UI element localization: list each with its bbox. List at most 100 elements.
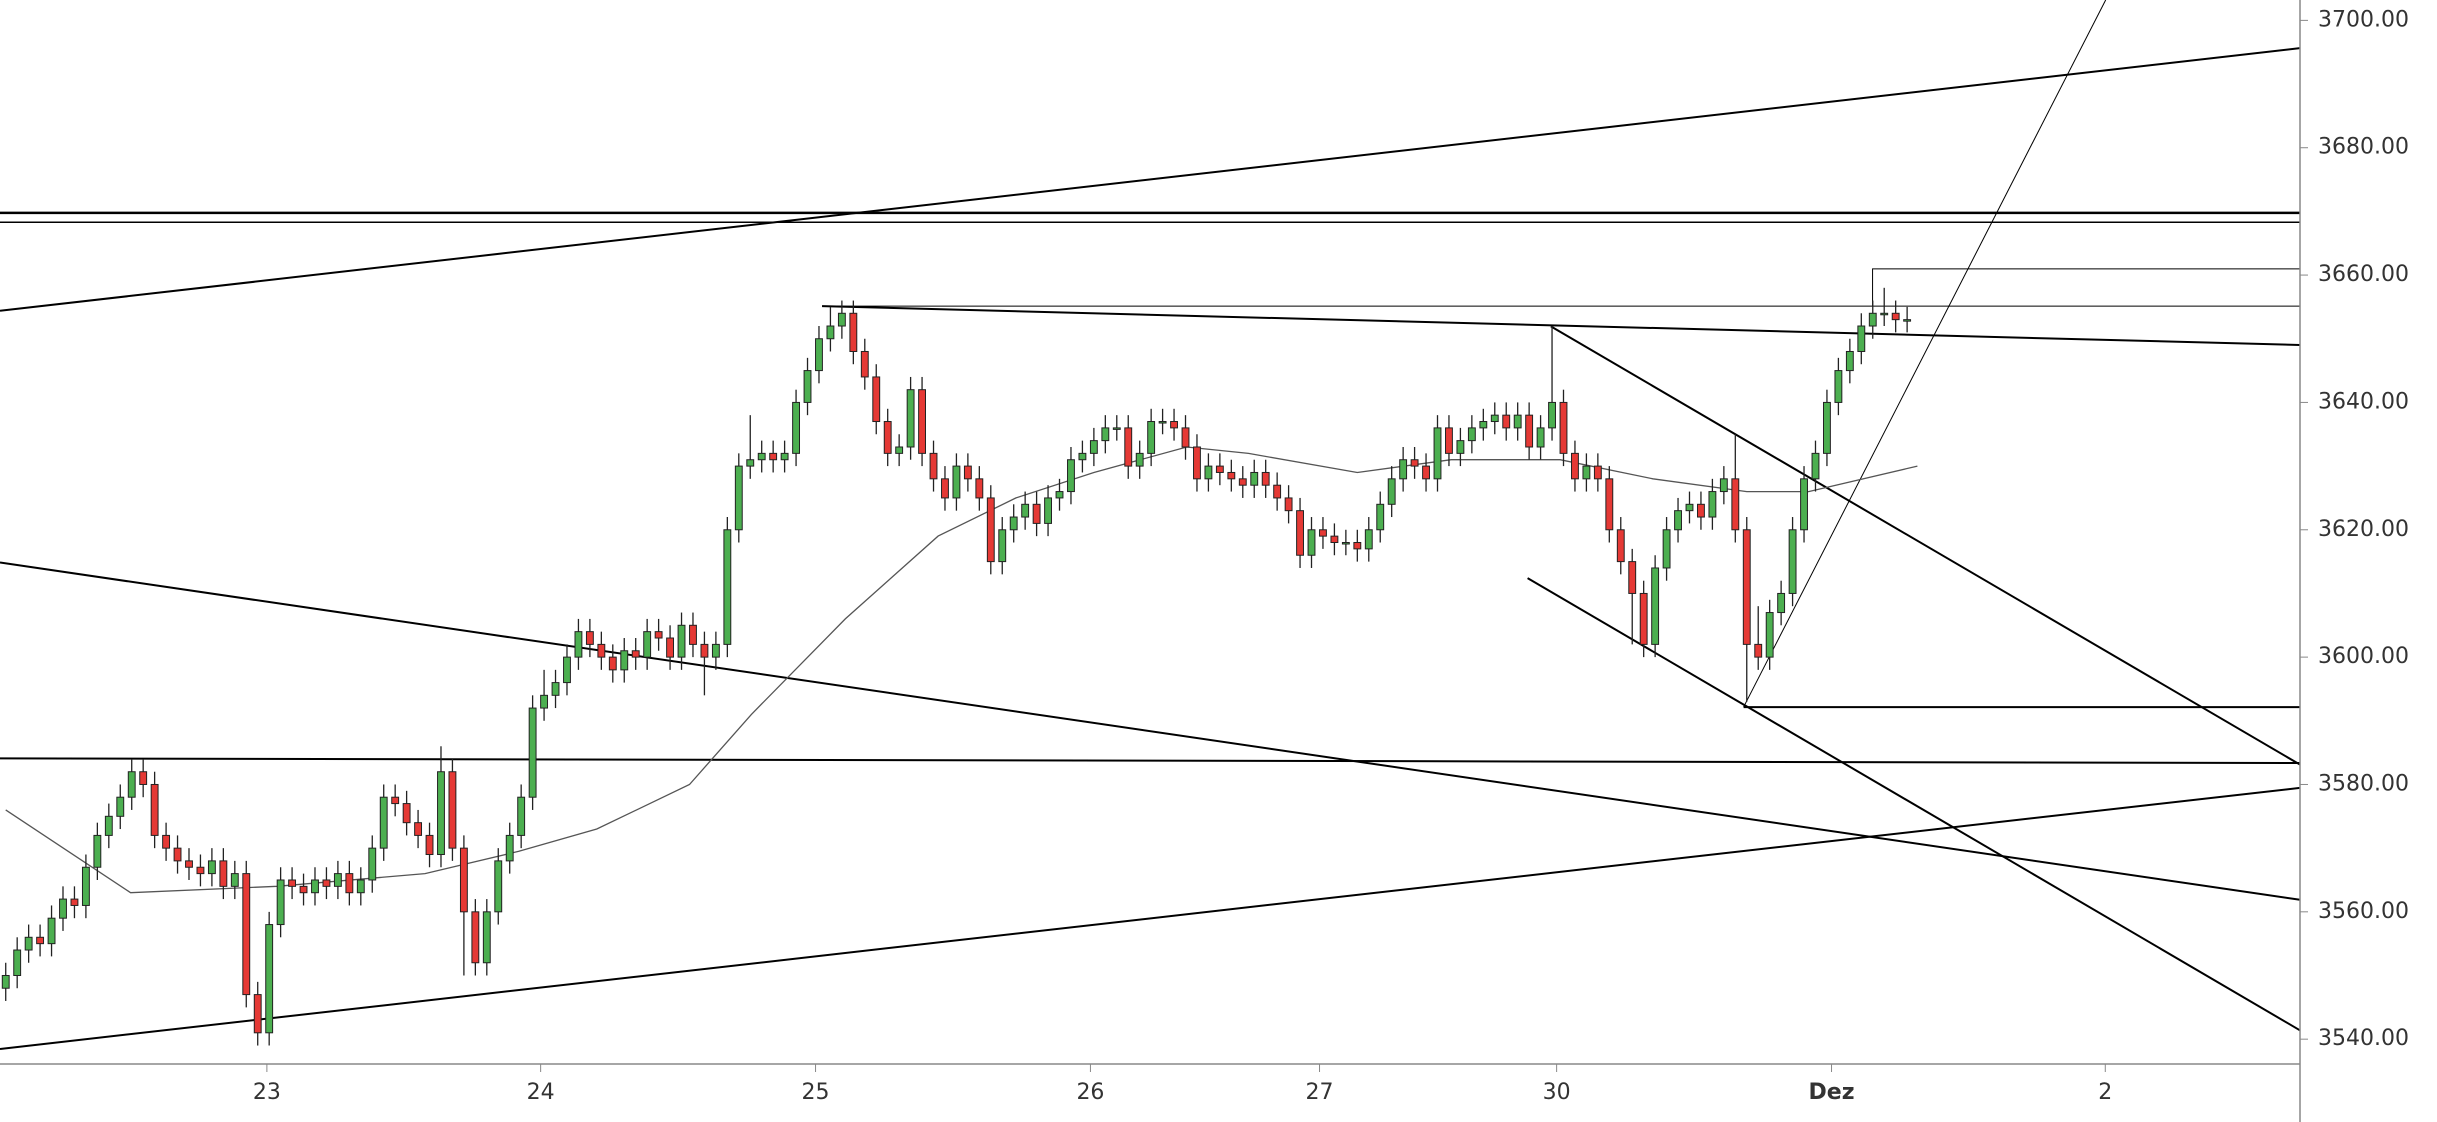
candle-body bbox=[253, 994, 262, 1034]
candle-body bbox=[746, 459, 755, 467]
candle-body bbox=[608, 656, 617, 671]
candle-body bbox=[288, 879, 297, 887]
candle-body bbox=[1742, 529, 1751, 645]
candle-body bbox=[998, 529, 1007, 563]
candle-body bbox=[666, 637, 675, 658]
candle-body bbox=[356, 879, 365, 894]
candle-body bbox=[986, 497, 995, 563]
candle-body bbox=[1433, 427, 1442, 480]
candle-body bbox=[1170, 421, 1178, 429]
candle-body bbox=[1273, 484, 1282, 499]
candle-body bbox=[1490, 414, 1499, 423]
candle-body bbox=[1754, 643, 1763, 658]
candle-body bbox=[70, 898, 79, 906]
candle-body bbox=[36, 936, 45, 945]
candle-body bbox=[1674, 510, 1682, 531]
candle-body bbox=[1548, 401, 1556, 429]
candle-body bbox=[792, 401, 801, 454]
candle-body bbox=[769, 452, 778, 461]
candle-body bbox=[643, 631, 652, 658]
candle-body bbox=[1719, 478, 1728, 493]
candle-body bbox=[1021, 503, 1030, 518]
candle-body bbox=[711, 643, 720, 658]
candle-body bbox=[689, 624, 697, 645]
candle-body bbox=[1204, 465, 1213, 480]
candle-body bbox=[1479, 421, 1488, 429]
candle-body bbox=[918, 389, 926, 454]
candle-body bbox=[1582, 465, 1591, 480]
candle-body bbox=[379, 796, 388, 849]
candle-body bbox=[1467, 427, 1476, 442]
candle-body bbox=[963, 465, 972, 480]
candle-body bbox=[1158, 421, 1167, 424]
candle-body bbox=[975, 478, 984, 499]
candle-body bbox=[1422, 465, 1430, 480]
candle-body bbox=[1147, 421, 1156, 454]
x-tick-label: 2 bbox=[2098, 1080, 2112, 1105]
candle-body bbox=[1605, 478, 1614, 531]
candle-body bbox=[1868, 312, 1877, 327]
candle-body bbox=[104, 815, 113, 836]
trend-line bbox=[822, 306, 2300, 345]
y-tick-label: 3580.00 bbox=[2318, 771, 2409, 796]
candle-body bbox=[1639, 592, 1648, 645]
candle-body bbox=[1765, 612, 1774, 658]
candle-body bbox=[1376, 503, 1385, 531]
candle-body bbox=[1238, 478, 1247, 486]
candle-body bbox=[1857, 325, 1866, 352]
candle-body bbox=[116, 796, 125, 817]
candle-body bbox=[276, 879, 285, 926]
candle-body bbox=[563, 656, 571, 684]
candle-body bbox=[24, 936, 33, 951]
y-tick-label: 3560.00 bbox=[2318, 899, 2409, 924]
candle-body bbox=[425, 834, 434, 856]
candle-body bbox=[13, 949, 22, 976]
candle-body bbox=[528, 707, 537, 798]
candle-body bbox=[1009, 516, 1018, 531]
y-tick-label: 3600.00 bbox=[2318, 644, 2409, 669]
candle-body bbox=[1788, 529, 1797, 594]
candle-body bbox=[631, 650, 640, 658]
candle-body bbox=[1525, 414, 1534, 448]
candle-body bbox=[1593, 465, 1602, 480]
horizontal-line bbox=[1873, 269, 2300, 306]
candle-body bbox=[952, 465, 961, 499]
candle-body bbox=[540, 694, 549, 709]
candle-body bbox=[929, 452, 938, 480]
candle-body bbox=[1101, 427, 1110, 442]
candle-body bbox=[700, 643, 709, 658]
candle-body bbox=[1261, 471, 1270, 486]
candle-body bbox=[883, 421, 892, 454]
candle-body bbox=[47, 917, 56, 945]
candle-body bbox=[1628, 561, 1637, 594]
candle-body bbox=[1364, 529, 1373, 550]
candle-body bbox=[1536, 427, 1545, 448]
candle-body bbox=[803, 370, 812, 403]
candle-body bbox=[333, 873, 342, 887]
trend-line bbox=[1551, 326, 2300, 764]
candle-body bbox=[391, 796, 400, 805]
candle-body bbox=[207, 860, 216, 875]
candle-body bbox=[1697, 503, 1705, 518]
candle-body bbox=[196, 866, 205, 875]
candle-body bbox=[185, 860, 193, 868]
candle-body bbox=[757, 452, 766, 461]
candle-body bbox=[59, 898, 67, 919]
candle-body bbox=[1124, 427, 1133, 467]
candle-body bbox=[1800, 478, 1808, 531]
candle-body bbox=[585, 631, 594, 645]
candle-body bbox=[414, 822, 423, 836]
candle-body bbox=[1055, 491, 1064, 499]
candle-body bbox=[620, 650, 629, 671]
candle-body bbox=[1227, 471, 1236, 480]
candle-body bbox=[311, 879, 319, 894]
candle-body bbox=[1834, 370, 1843, 403]
candle-body bbox=[1559, 401, 1568, 454]
candle-body bbox=[1845, 350, 1854, 372]
candle-body bbox=[173, 847, 182, 862]
candle-body bbox=[1307, 529, 1316, 556]
candle-body bbox=[1215, 465, 1224, 473]
candle-body bbox=[1456, 440, 1465, 454]
y-tick-label: 3640.00 bbox=[2318, 389, 2409, 414]
